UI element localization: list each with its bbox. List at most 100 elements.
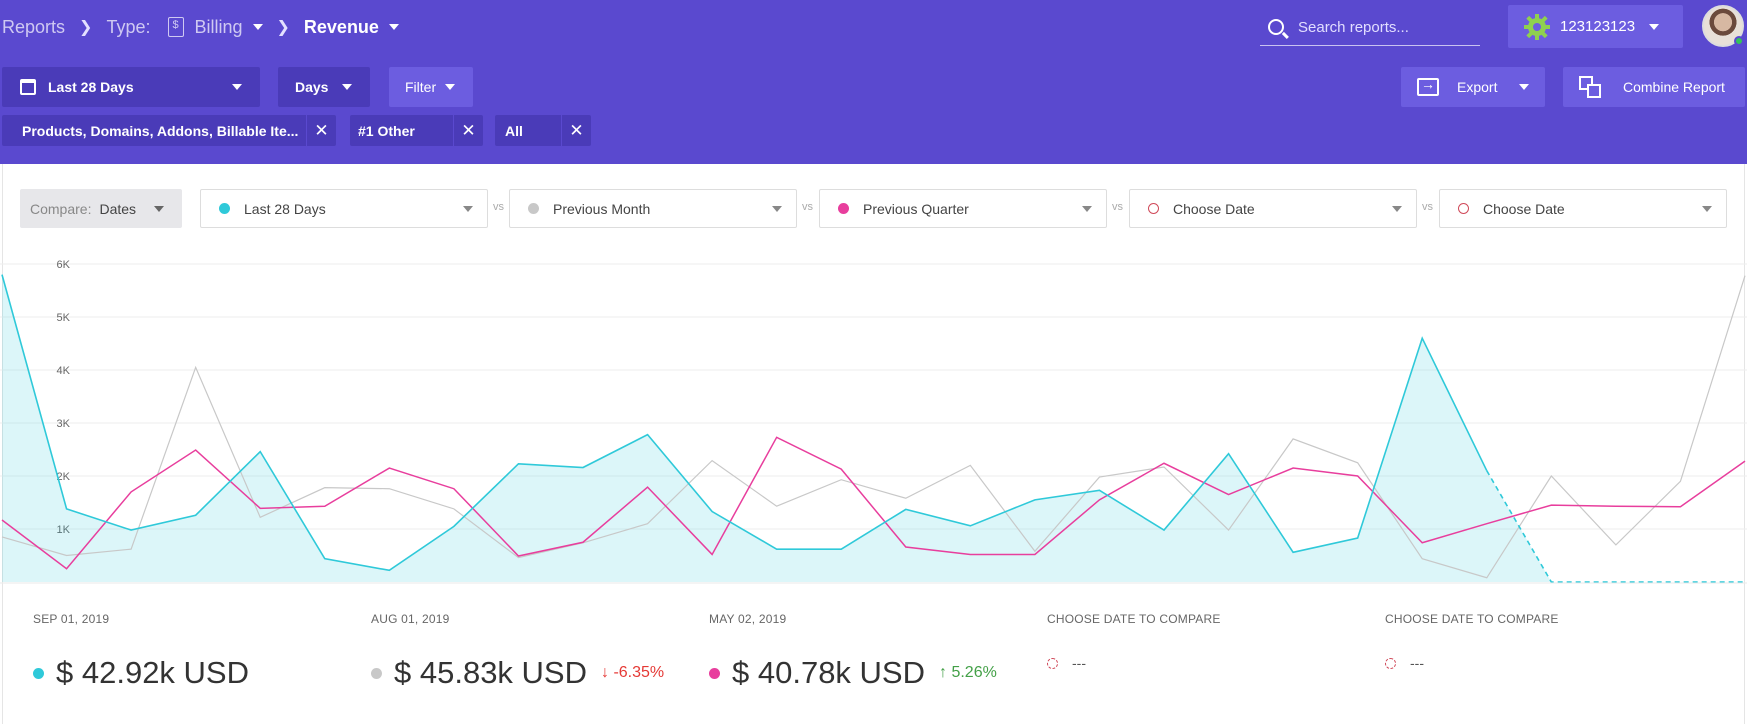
caret-down-icon bbox=[1519, 84, 1530, 90]
series-color-dot bbox=[33, 667, 44, 679]
summary-date: SEP 01, 2019 bbox=[33, 612, 110, 626]
report-panel bbox=[2, 164, 1745, 724]
account-label: 123123123 bbox=[1560, 18, 1636, 35]
close-icon[interactable]: ✕ bbox=[561, 115, 591, 146]
online-status-indicator bbox=[1734, 36, 1744, 46]
vs-label: vs bbox=[493, 201, 504, 213]
export-label: Export bbox=[1457, 79, 1498, 95]
combine-report-button[interactable]: Combine Report bbox=[1563, 67, 1745, 107]
compare-period-select[interactable]: Choose Date bbox=[1439, 189, 1727, 228]
compare-period-label: Last 28 Days bbox=[244, 200, 326, 217]
breadcrumb-type-label: Type: bbox=[106, 16, 151, 37]
date-range-dropdown[interactable]: Last 28 Days bbox=[2, 67, 260, 107]
y-tick-label: 5K bbox=[57, 312, 71, 324]
breadcrumb-type-dropdown[interactable]: Billing bbox=[194, 16, 263, 38]
series-area-last-28-days bbox=[2, 274, 1552, 582]
summary-card: SEP 01, 2019 $ 42.92k USD bbox=[33, 612, 249, 690]
chevron-right-icon: ❯ bbox=[276, 19, 290, 36]
gear-logo-icon bbox=[1524, 13, 1550, 40]
summary-date: AUG 01, 2019 bbox=[371, 612, 450, 626]
compare-mode-dropdown[interactable]: Compare: Dates bbox=[20, 189, 182, 228]
summary-amount: $ 45.83k USD bbox=[394, 655, 587, 690]
revenue-line-chart[interactable]: 6K 5K 4K 3K 2K 1K bbox=[0, 250, 1747, 585]
date-range-label: Last 28 Days bbox=[48, 79, 134, 95]
search-box bbox=[1260, 9, 1480, 46]
caret-down-icon bbox=[1392, 205, 1402, 212]
account-switcher[interactable]: 123123123 bbox=[1508, 5, 1683, 48]
breadcrumb-reports-link[interactable]: Reports bbox=[2, 16, 66, 37]
summary-delta: ↓ -6.35% bbox=[601, 664, 665, 681]
close-icon[interactable]: ✕ bbox=[453, 115, 483, 146]
caret-down-icon bbox=[232, 84, 242, 90]
compare-period-label: Choose Date bbox=[1483, 200, 1565, 217]
summary-card: MAY 02, 2019 $ 40.78k USD ↑ 5.26% bbox=[709, 612, 997, 690]
empty-series-ring-icon bbox=[1458, 203, 1469, 214]
empty-series-ring-icon bbox=[1047, 657, 1058, 669]
summary-card: CHOOSE DATE TO COMPARE --- bbox=[1385, 612, 1559, 671]
chevron-right-icon: ❯ bbox=[79, 19, 93, 36]
summary-delta: ↑ 5.26% bbox=[939, 664, 997, 681]
breadcrumb: Reports ❯ Type: Billing ❯ Revenue bbox=[2, 0, 399, 54]
granularity-label: Days bbox=[295, 79, 329, 95]
filter-chip: Products, Domains, Addons, Billable Ite.… bbox=[2, 115, 336, 146]
y-tick-label: 4K bbox=[57, 365, 71, 377]
breadcrumb-current: Revenue bbox=[303, 16, 379, 37]
vs-label: vs bbox=[802, 201, 813, 213]
series-line-previous-month bbox=[1, 275, 1746, 579]
vs-label: vs bbox=[1112, 201, 1123, 213]
combine-label: Combine Report bbox=[1623, 79, 1725, 95]
export-icon bbox=[1417, 76, 1439, 96]
compare-period-select[interactable]: Previous Month bbox=[509, 189, 797, 228]
series-color-dot bbox=[528, 203, 539, 214]
caret-down-icon bbox=[252, 24, 263, 30]
caret-down-icon bbox=[342, 84, 353, 90]
compare-period-label: Choose Date bbox=[1173, 200, 1255, 217]
vs-label: vs bbox=[1422, 201, 1433, 213]
search-input[interactable] bbox=[1298, 18, 1478, 36]
compare-period-select[interactable]: Last 28 Days bbox=[200, 189, 488, 228]
compare-label: Compare: bbox=[30, 200, 92, 217]
summary-date: CHOOSE DATE TO COMPARE bbox=[1385, 612, 1559, 626]
summary-amount: --- bbox=[1072, 655, 1086, 671]
empty-series-ring-icon bbox=[1148, 203, 1159, 214]
series-line-last-28-days bbox=[1, 274, 1488, 572]
filter-chip: #1 Other ✕ bbox=[350, 115, 483, 146]
breadcrumb-type-value: Billing bbox=[194, 16, 243, 37]
granularity-dropdown[interactable]: Days bbox=[278, 67, 370, 107]
export-button[interactable]: Export bbox=[1401, 67, 1545, 107]
empty-series-ring-icon bbox=[1385, 657, 1396, 669]
filter-chip-label: #1 Other bbox=[358, 122, 415, 139]
compare-period-select[interactable]: Previous Quarter bbox=[819, 189, 1107, 228]
series-line-projection bbox=[1486, 470, 1745, 583]
compare-period-label: Previous Month bbox=[553, 200, 651, 217]
summary-amount: --- bbox=[1410, 655, 1424, 671]
breadcrumb-current-dropdown[interactable]: Revenue bbox=[304, 17, 399, 38]
filter-chip-label: All bbox=[505, 122, 523, 139]
y-tick-label: 3K bbox=[57, 418, 71, 430]
caret-down-icon bbox=[463, 205, 473, 212]
summary-amount: $ 40.78k USD bbox=[732, 655, 925, 690]
compare-period-select[interactable]: Choose Date bbox=[1129, 189, 1417, 228]
compare-value: Dates bbox=[99, 200, 137, 217]
caret-down-icon bbox=[772, 205, 782, 212]
caret-down-icon bbox=[445, 84, 456, 90]
summary-date: MAY 02, 2019 bbox=[709, 612, 787, 626]
avatar[interactable] bbox=[1702, 5, 1744, 47]
series-color-dot bbox=[371, 667, 382, 679]
filter-label: Filter bbox=[405, 79, 437, 95]
caret-down-icon bbox=[1082, 205, 1092, 212]
filter-chip-label: Products, Domains, Addons, Billable Ite.… bbox=[22, 122, 299, 139]
series-color-dot bbox=[838, 203, 849, 214]
y-tick-label: 6K bbox=[57, 259, 71, 271]
summary-date: CHOOSE DATE TO COMPARE bbox=[1047, 612, 1221, 626]
series-color-dot bbox=[709, 667, 720, 679]
calendar-icon bbox=[20, 79, 36, 95]
combine-icon bbox=[1579, 76, 1603, 98]
filter-button[interactable]: Filter bbox=[389, 67, 473, 107]
caret-down-icon bbox=[1649, 23, 1660, 30]
filter-chip: All ✕ bbox=[495, 115, 591, 146]
close-icon[interactable]: ✕ bbox=[306, 115, 336, 146]
series-line-previous-quarter bbox=[1, 436, 1746, 570]
search-icon bbox=[1268, 19, 1284, 35]
caret-down-icon bbox=[388, 24, 399, 30]
